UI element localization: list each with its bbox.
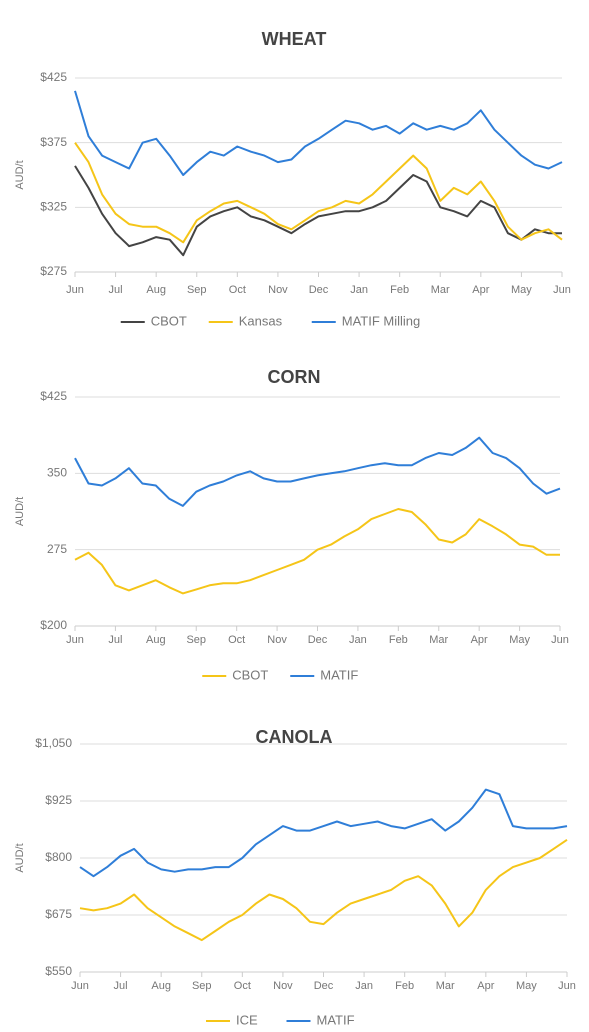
y-tick-label: $925 xyxy=(45,793,72,807)
legend-label: ICE xyxy=(236,1012,258,1027)
legend-label: MATIF xyxy=(320,667,358,682)
x-tick-label: Nov xyxy=(267,634,287,646)
x-tick-label: Sep xyxy=(192,980,212,992)
x-tick-label: Oct xyxy=(228,634,245,646)
y-tick-label: $200 xyxy=(40,618,67,632)
x-tick-label: Jun xyxy=(66,634,84,646)
y-tick-label: $275 xyxy=(40,264,67,278)
y-tick-label: $325 xyxy=(40,200,67,214)
x-tick-label: Apr xyxy=(471,634,488,646)
legend-label: CBOT xyxy=(232,667,268,682)
x-tick-label: Oct xyxy=(229,284,246,296)
x-tick-label: Mar xyxy=(429,634,448,646)
chart-title: CANOLA xyxy=(256,727,333,747)
x-tick-label: Sep xyxy=(186,634,206,646)
x-tick-label: Feb xyxy=(395,980,414,992)
x-tick-label: Jan xyxy=(350,284,368,296)
y-tick-label: $1,050 xyxy=(35,736,72,750)
x-tick-label: May xyxy=(509,634,530,646)
x-tick-label: Dec xyxy=(309,284,329,296)
x-tick-label: Dec xyxy=(314,980,334,992)
x-tick-label: Jun xyxy=(553,284,571,296)
chart-title: WHEAT xyxy=(262,29,327,49)
x-tick-label: Dec xyxy=(308,634,328,646)
y-axis-label: AUD/t xyxy=(14,497,26,526)
x-tick-label: Aug xyxy=(146,284,166,296)
series-line xyxy=(74,436,561,507)
x-tick-label: Jun xyxy=(66,284,84,296)
x-tick-label: Jul xyxy=(114,980,128,992)
x-tick-label: Jul xyxy=(108,634,122,646)
y-tick-label: $675 xyxy=(45,907,72,921)
y-axis-label: AUD/t xyxy=(14,843,26,872)
series-line xyxy=(79,838,568,942)
x-tick-label: Mar xyxy=(436,980,455,992)
x-tick-label: Feb xyxy=(390,284,409,296)
y-tick-label: $800 xyxy=(45,850,72,864)
x-tick-label: May xyxy=(511,284,532,296)
chart-title: CORN xyxy=(268,367,321,387)
series-line xyxy=(74,165,562,257)
x-tick-label: Feb xyxy=(389,634,408,646)
series-line xyxy=(74,142,563,244)
x-tick-label: Jan xyxy=(355,980,373,992)
y-tick-label: $550 xyxy=(45,964,72,978)
series-line xyxy=(74,90,563,176)
legend-label: CBOT xyxy=(151,313,187,328)
x-tick-label: Jan xyxy=(349,634,367,646)
x-tick-label: Jun xyxy=(558,980,576,992)
y-tick-label: $425 xyxy=(40,389,67,403)
y-tick-label: 350 xyxy=(47,466,67,480)
y-tick-label: $375 xyxy=(40,135,67,149)
x-tick-label: Oct xyxy=(234,980,251,992)
x-tick-label: Apr xyxy=(472,284,489,296)
x-tick-label: Nov xyxy=(268,284,288,296)
x-tick-label: Mar xyxy=(431,284,450,296)
y-axis-label: AUD/t xyxy=(14,160,26,189)
legend-label: MATIF xyxy=(317,1012,355,1027)
y-tick-label: $425 xyxy=(40,70,67,84)
x-tick-label: Aug xyxy=(146,634,166,646)
x-tick-label: Aug xyxy=(151,980,171,992)
x-tick-label: Sep xyxy=(187,284,207,296)
legend-label: MATIF Milling xyxy=(342,313,420,328)
x-tick-label: Apr xyxy=(477,980,494,992)
x-tick-label: Jun xyxy=(551,634,569,646)
x-tick-label: Nov xyxy=(273,980,293,992)
x-tick-label: Jun xyxy=(71,980,89,992)
series-line xyxy=(79,788,568,878)
x-tick-label: May xyxy=(516,980,537,992)
x-tick-label: Jul xyxy=(109,284,123,296)
y-tick-label: 275 xyxy=(47,542,67,556)
legend-label: Kansas xyxy=(239,313,283,328)
series-line xyxy=(74,508,560,595)
